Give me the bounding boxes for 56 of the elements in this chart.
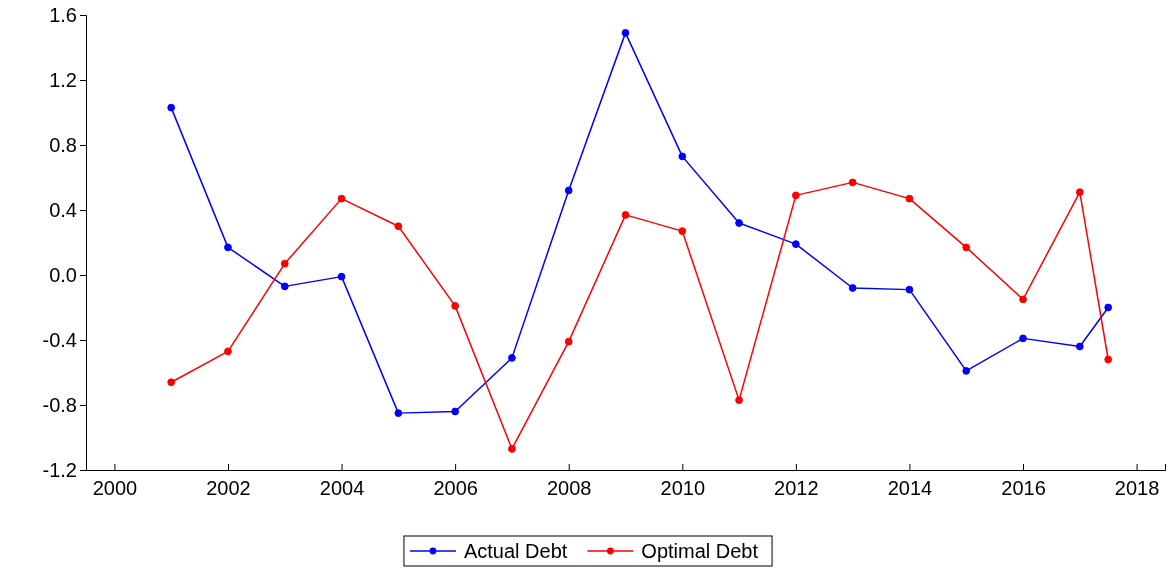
point [621, 211, 630, 219]
point [564, 186, 573, 195]
point [962, 367, 971, 375]
point [451, 407, 460, 416]
x-tick-label: 2006 [433, 477, 478, 499]
point [224, 243, 232, 252]
point [791, 240, 800, 248]
point [280, 282, 289, 291]
legend-label: Actual Debt [463, 540, 568, 562]
x-tick-label: 2010 [660, 477, 706, 499]
y-tick-label: -0.8 [42, 393, 77, 416]
point [735, 219, 743, 227]
point [508, 354, 516, 362]
point [280, 259, 289, 268]
point [1075, 188, 1084, 196]
x-tick-label: 2008 [546, 477, 592, 499]
x-tick-label: 2018 [1114, 477, 1160, 499]
y-tick-label: 1.2 [49, 68, 77, 91]
y-tick-label: 0.0 [49, 263, 77, 286]
point [905, 194, 914, 203]
x-tick-label: 2014 [887, 477, 933, 499]
x-tick-label: 2002 [206, 477, 251, 499]
point [224, 347, 232, 356]
y-tick-label: 1.6 [49, 3, 77, 26]
point [962, 243, 971, 252]
point [564, 337, 573, 346]
point [621, 29, 630, 37]
point [791, 191, 800, 200]
x-tick-label: 2004 [319, 477, 365, 499]
x-tick-label: 2012 [774, 477, 819, 499]
point [1019, 295, 1027, 304]
x-tick-label: 2016 [1001, 477, 1046, 499]
y-tick-label: -1.2 [42, 458, 77, 481]
point [508, 445, 516, 453]
point [1104, 303, 1113, 312]
y-tick-label: 0.4 [49, 198, 77, 221]
point [394, 222, 403, 231]
point [451, 302, 460, 310]
point [848, 284, 857, 292]
y-tick-label: -0.4 [42, 328, 77, 351]
point [735, 396, 743, 404]
point [678, 152, 687, 161]
y-tick-label: 0.8 [49, 133, 77, 156]
point [905, 285, 914, 294]
point [678, 227, 687, 235]
point [1075, 342, 1084, 351]
point [848, 178, 857, 187]
point [167, 103, 176, 112]
point [337, 272, 346, 281]
point [394, 409, 403, 417]
point [167, 378, 176, 387]
legend-label: Optimal Debt [641, 540, 759, 562]
point [337, 194, 346, 203]
point [1019, 334, 1027, 343]
x-tick-label: 2000 [92, 477, 138, 499]
point [1104, 355, 1113, 364]
